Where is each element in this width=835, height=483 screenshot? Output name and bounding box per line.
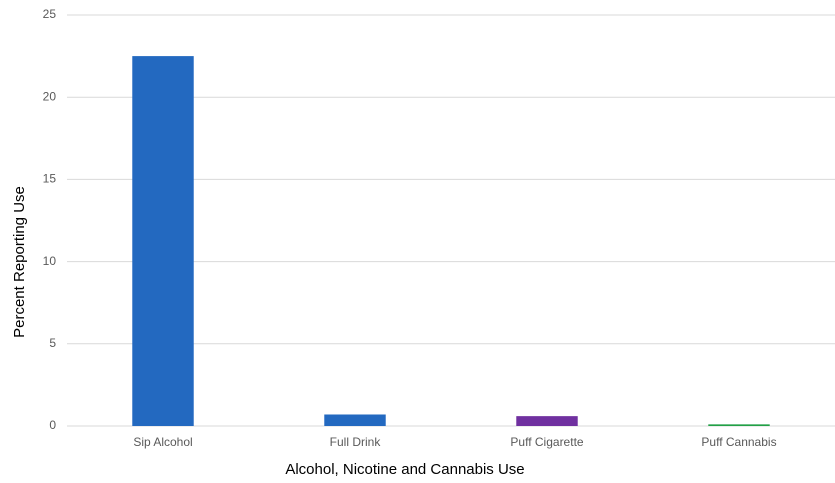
y-axis-title: Percent Reporting Use [11,186,28,338]
y-tick-label: 15 [43,172,57,186]
bar [324,414,386,426]
bar [708,424,770,426]
y-tick-label: 0 [49,418,56,432]
x-tick-label: Full Drink [330,435,382,449]
bar [132,56,194,426]
x-tick-label: Puff Cigarette [510,435,583,449]
y-tick-label: 20 [43,89,57,103]
y-tick-label: 5 [49,336,56,350]
x-tick-label: Puff Cannabis [701,435,776,449]
bar [516,416,578,426]
y-tick-label: 25 [43,7,57,21]
x-axis-title: Alcohol, Nicotine and Cannabis Use [285,461,524,478]
y-tick-label: 10 [43,254,57,268]
x-tick-label: Sip Alcohol [133,435,192,449]
